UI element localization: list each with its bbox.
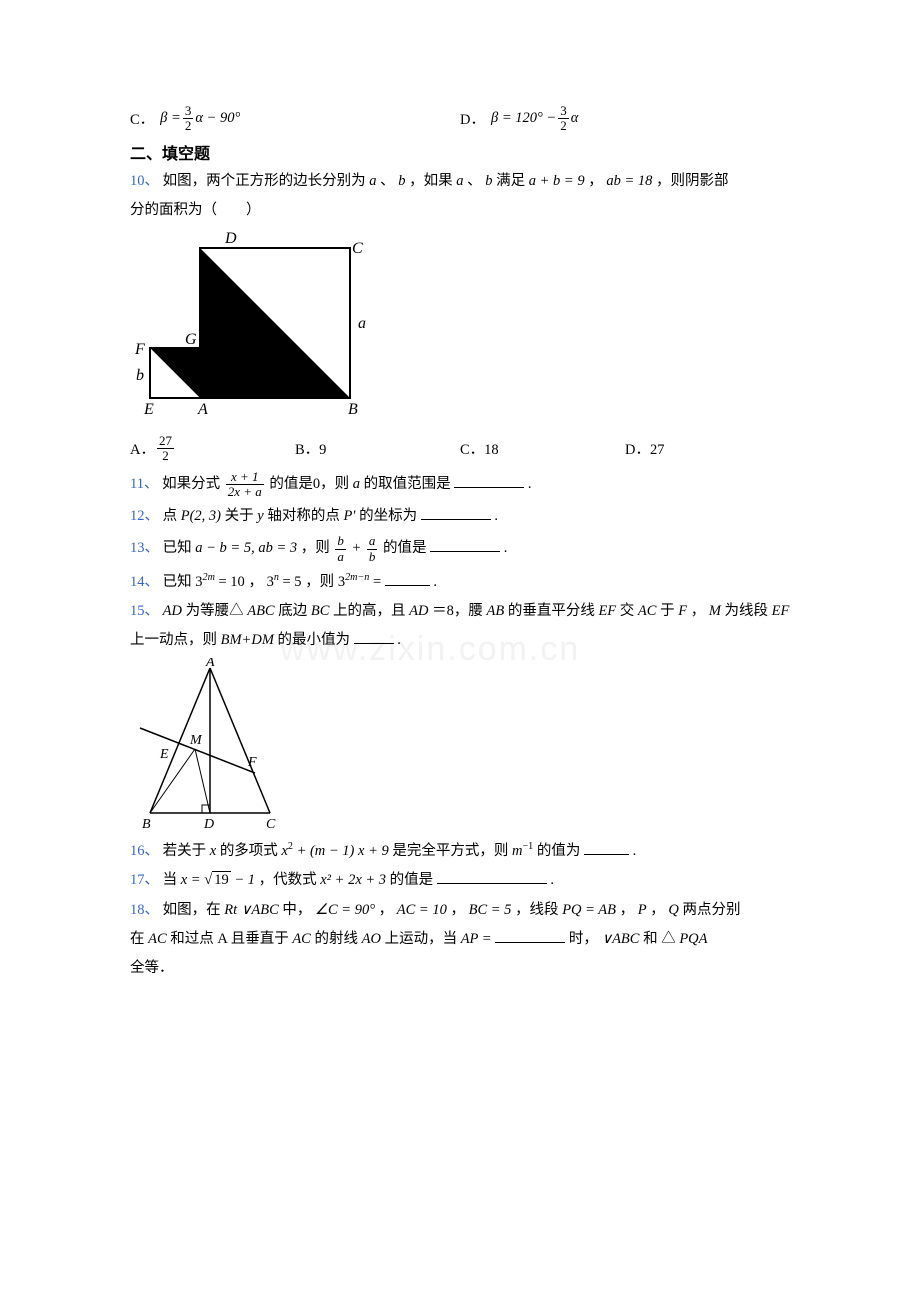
- svg-text:A: A: [205, 658, 215, 670]
- svg-text:F: F: [134, 341, 145, 358]
- q16-blank: [584, 841, 629, 855]
- q18-blank: [495, 929, 565, 943]
- svg-text:E: E: [159, 747, 169, 762]
- optC-lhs: β =: [160, 110, 181, 127]
- q10-line1: 10、 如图，两个正方形的边长分别为 a 、 b ，如果 a 、 b 满足 a …: [130, 170, 790, 193]
- svg-text:D: D: [203, 817, 214, 832]
- q18-line1: 18、 如图，在 Rt ∨ABC 中， ∠C = 90° ， AC = 10 ，…: [130, 899, 790, 922]
- svg-text:F: F: [247, 755, 257, 770]
- optD-rhs: α: [571, 110, 579, 127]
- q17-blank: [437, 870, 547, 884]
- optD-lhs: β = 120° −: [491, 110, 556, 127]
- q14: 14、 已知 32m = 10 ， 3n = 5 ，则 32m−n = .: [130, 570, 790, 594]
- q11-frac: x + 1 2x + a: [226, 470, 264, 500]
- optC-rhs: α − 90°: [195, 110, 240, 127]
- q13-frac2: ab: [367, 534, 378, 564]
- q16: 16、 若关于 x 的多项式 x2 + (m − 1) x + 9 是完全平方式…: [130, 839, 790, 863]
- svg-text:a: a: [358, 315, 366, 332]
- q10-line2: 分的面积为（ ）: [130, 199, 790, 222]
- svg-text:C: C: [352, 240, 363, 257]
- svg-text:A: A: [197, 401, 208, 418]
- q12: 12、 点 P(2, 3) 关于 y 轴对称的点 P′ 的坐标为 .: [130, 505, 790, 528]
- q14-blank: [385, 572, 430, 586]
- q10-options: A． 27 2 B．9 C．18 D．27: [130, 434, 790, 464]
- svg-text:B: B: [142, 817, 151, 832]
- q15-line2: 上一动点，则 BM+DM 的最小值为 .: [130, 629, 790, 652]
- q11-blank: [454, 474, 524, 488]
- q15-figure: A E M F B D C: [130, 658, 790, 833]
- q13: 13、 已知 a − b = 5, ab = 3 ，则 ba + ab 的值是 …: [130, 534, 790, 564]
- q15-line1: 15、 AD 为等腰△ ABC 底边 BC 上的高，且 AD ＝8，腰 AB 的…: [130, 600, 790, 623]
- q15-blank: [354, 630, 394, 644]
- optC-frac: 3 2: [183, 104, 194, 134]
- q17: 17、 当 x = 19 − 1 ，代数式 x² + 2x + 3 的值是 .: [130, 869, 790, 892]
- optC-label: C．: [130, 108, 154, 129]
- q18-line3: 全等．: [130, 957, 790, 980]
- section-2-title: 二、填空题: [130, 140, 790, 164]
- optD-label: D．: [460, 108, 485, 129]
- q12-blank: [421, 506, 491, 520]
- q18-line2: 在 AC 和过点 A 且垂直于 AC 的射线 AO 上运动，当 AP = 时， …: [130, 928, 790, 951]
- q10-optA-frac: 27 2: [157, 434, 174, 464]
- q10-figure: D C F G a b E A B: [130, 228, 790, 428]
- svg-text:E: E: [143, 401, 154, 418]
- q13-frac1: ba: [335, 534, 346, 564]
- svg-text:M: M: [189, 733, 203, 748]
- svg-text:G: G: [185, 331, 197, 348]
- q17-sqrt: 19: [204, 869, 230, 892]
- svg-text:D: D: [224, 230, 237, 247]
- q9-options-cd: C． β = 3 2 α − 90° D． β = 120° − 3 2 α: [130, 104, 790, 134]
- svg-text:C: C: [266, 817, 276, 832]
- svg-text:B: B: [348, 401, 358, 418]
- svg-text:b: b: [136, 367, 144, 384]
- optD-frac: 3 2: [558, 104, 569, 134]
- q13-blank: [430, 538, 500, 552]
- q10-num: 10、: [130, 173, 159, 189]
- q11: 11、 如果分式 x + 1 2x + a 的值是0，则 a 的取值范围是 .: [130, 470, 790, 500]
